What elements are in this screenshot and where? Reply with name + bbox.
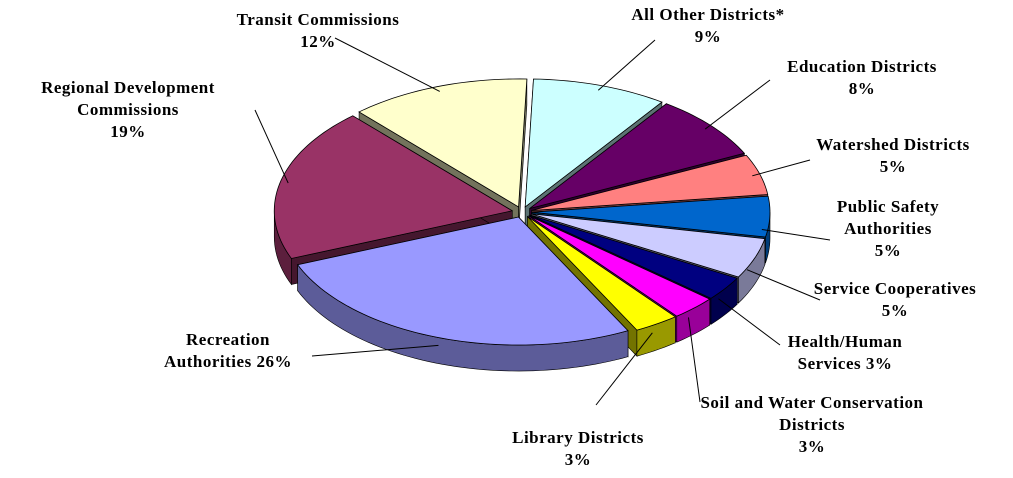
slice <box>358 78 528 208</box>
leader-line <box>746 269 821 301</box>
slice <box>528 215 711 317</box>
slice-label: Recreation Authorities 26% <box>143 329 313 373</box>
slice <box>527 216 677 331</box>
slice <box>273 115 514 259</box>
category-name: Recreation Authorities <box>164 330 270 371</box>
value-label: 8% <box>848 79 876 98</box>
slice-label: Service Cooperatives 5% <box>775 278 1013 322</box>
slice <box>529 103 746 209</box>
value-label: 5% <box>881 301 909 320</box>
value-label: 19% <box>110 122 146 141</box>
slice-label: Health/Human Services 3% <box>765 331 925 375</box>
leader-line <box>254 109 289 184</box>
slice-label: All Other Districts* 9% <box>598 4 818 48</box>
category-name: Library Districts <box>512 428 644 447</box>
slice-label: Transit Commissions 12% <box>203 9 433 53</box>
category-name: Soil and Water Conservation Districts <box>700 393 924 434</box>
category-name: Service Cooperatives <box>813 279 977 298</box>
slice-label: Regional Development Commissions 19% <box>3 77 253 143</box>
category-name: Health/Human Services <box>787 332 903 373</box>
leader-line <box>752 159 811 177</box>
value-label: 12% <box>300 32 336 51</box>
category-name: All Other Districts* <box>631 5 785 24</box>
slice-label: Watershed Districts 5% <box>773 134 1013 178</box>
value-label: 5% <box>879 157 907 176</box>
slice-label: Soil and Water Conservation Districts 3% <box>696 392 928 458</box>
category-name: Regional Development Commissions <box>41 78 215 119</box>
value-label: 9% <box>694 27 722 46</box>
slice-label: Education Districts 8% <box>752 56 972 100</box>
slice <box>531 195 771 238</box>
leader-line <box>595 332 653 406</box>
slice <box>530 214 739 299</box>
category-name: Transit Commissions <box>236 10 400 29</box>
leader-line <box>704 79 771 130</box>
category-name: Education Districts <box>787 57 937 76</box>
category-name: Public Safety Authorities <box>836 197 940 238</box>
leader-line <box>334 37 440 92</box>
slice-label: Library Districts 3% <box>488 427 668 471</box>
slice <box>531 154 769 211</box>
value-label: 3% <box>865 354 893 373</box>
leader-line <box>761 228 831 241</box>
slice-label: Public Safety Authorities 5% <box>803 196 973 262</box>
slice <box>531 213 766 278</box>
slice <box>296 216 629 346</box>
value-label: 26% <box>256 352 292 371</box>
slice <box>524 78 663 208</box>
leader-line <box>687 317 701 403</box>
value-label: 3% <box>798 437 826 456</box>
leader-line <box>597 39 656 91</box>
leader-line <box>311 344 439 357</box>
category-name: Watershed Districts <box>816 135 970 154</box>
value-label: 5% <box>874 241 902 260</box>
value-label: 3% <box>564 450 592 469</box>
leader-line <box>718 298 781 346</box>
